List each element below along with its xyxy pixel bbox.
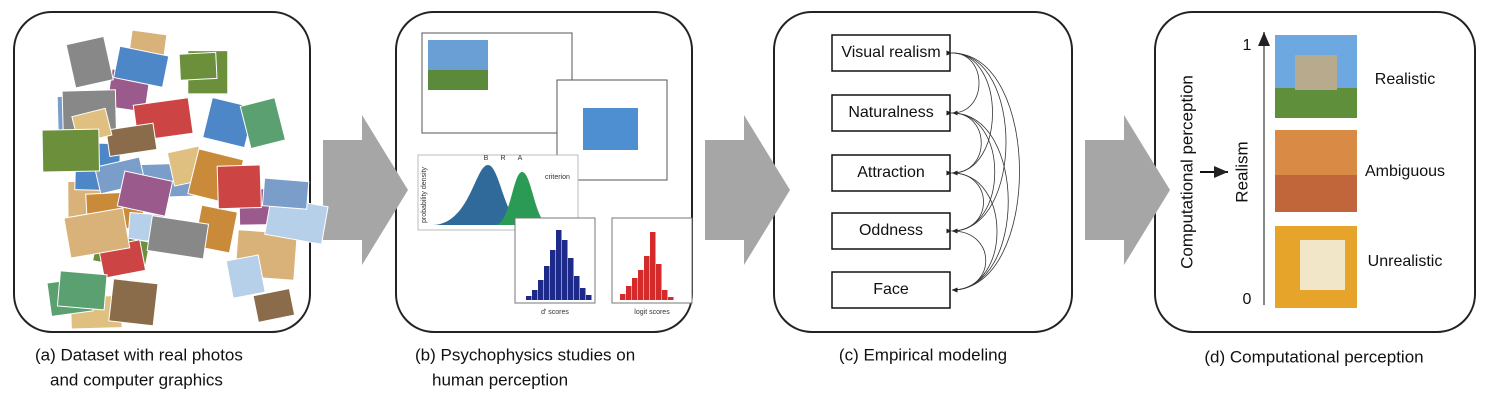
level-label: Unrealistic bbox=[1368, 253, 1443, 270]
factor-label: Visual realism bbox=[841, 44, 940, 61]
correlation-arc bbox=[946, 50, 980, 116]
collage-photo bbox=[261, 177, 310, 210]
histogram bbox=[620, 232, 674, 300]
collage-photo bbox=[225, 254, 266, 299]
factor-label: Face bbox=[873, 281, 909, 298]
axis-label: d' scores bbox=[541, 309, 569, 316]
histogram-bar bbox=[574, 276, 580, 300]
histogram bbox=[526, 230, 592, 300]
factor-box bbox=[831, 94, 951, 132]
histogram-bar bbox=[532, 290, 538, 300]
density-curve bbox=[495, 172, 550, 225]
histogram-bar bbox=[586, 295, 592, 300]
factor-box bbox=[831, 154, 951, 192]
example-image-part bbox=[1275, 88, 1357, 118]
histogram-bar bbox=[644, 256, 650, 300]
plot-label: B bbox=[484, 155, 489, 162]
collage-photo bbox=[105, 122, 158, 157]
histogram-bar bbox=[662, 290, 668, 300]
caption: (b) Psychophysics studies on bbox=[415, 345, 635, 364]
correlation-arc bbox=[946, 228, 986, 293]
histogram-bar bbox=[632, 278, 638, 300]
caption: (d) Computational perception bbox=[1204, 347, 1423, 366]
example-image-part bbox=[1295, 55, 1337, 90]
flow-arrow bbox=[705, 115, 790, 265]
factor-list: Visual realism Naturalness Attraction Oddne… bbox=[831, 34, 1020, 309]
collage-photo bbox=[216, 164, 262, 210]
histogram-bar bbox=[526, 296, 532, 300]
caption: and computer graphics bbox=[50, 370, 223, 389]
histogram-bar bbox=[638, 270, 644, 300]
histogram-bar bbox=[620, 294, 626, 300]
plot-label: A bbox=[518, 155, 523, 162]
level-label: Ambiguous bbox=[1365, 163, 1445, 180]
collage-photo bbox=[116, 170, 174, 217]
example-image-part bbox=[1300, 240, 1345, 290]
collage-photo bbox=[63, 207, 131, 259]
flow-arrow bbox=[323, 115, 408, 265]
survey-photo bbox=[583, 108, 638, 150]
histogram-bar bbox=[562, 240, 568, 300]
histogram-bar bbox=[656, 264, 662, 300]
histogram-bar bbox=[550, 250, 556, 300]
plot-label: criterion bbox=[545, 174, 570, 181]
histogram-bar bbox=[668, 297, 674, 300]
histogram-bar bbox=[544, 266, 550, 300]
factor-label: Oddness bbox=[859, 222, 923, 239]
side-label: Computational perception bbox=[1177, 75, 1196, 269]
caption: human perception bbox=[432, 370, 568, 389]
correlation-arc bbox=[946, 170, 984, 234]
example-image-part bbox=[1275, 175, 1357, 212]
histogram-bar bbox=[538, 280, 544, 300]
correlation-arc bbox=[946, 110, 982, 176]
histogram-bar bbox=[650, 232, 656, 300]
photo-collage bbox=[41, 29, 329, 330]
collage-photo bbox=[113, 45, 170, 88]
axis-tick: 1 bbox=[1243, 37, 1252, 54]
collage-photo bbox=[146, 215, 210, 260]
caption: (c) Empirical modeling bbox=[839, 345, 1007, 364]
collage-photo bbox=[252, 287, 296, 323]
histogram-bar bbox=[556, 230, 562, 300]
survey-photo-ground bbox=[428, 70, 488, 90]
plot-label: R bbox=[500, 155, 505, 162]
histogram-bar bbox=[568, 258, 574, 300]
factor-label: Attraction bbox=[857, 164, 925, 181]
histogram-bar bbox=[580, 288, 586, 300]
collage-photo bbox=[239, 97, 287, 150]
correlation-arc bbox=[946, 50, 1020, 293]
caption: (a) Dataset with real photos bbox=[35, 345, 243, 364]
factor-label: Naturalness bbox=[848, 104, 933, 121]
axis-label: probability density bbox=[421, 166, 428, 223]
collage-photo bbox=[65, 35, 114, 89]
axis-label: logit scores bbox=[634, 309, 670, 316]
axis-tick: 0 bbox=[1243, 291, 1252, 308]
collage-photo bbox=[41, 128, 100, 173]
flow-arrow bbox=[1085, 115, 1170, 265]
collage-photo bbox=[56, 270, 108, 311]
collage-photo bbox=[178, 51, 218, 81]
histogram-bar bbox=[626, 286, 632, 300]
axis-label: Realism bbox=[1232, 141, 1251, 202]
level-label: Realistic bbox=[1375, 71, 1435, 88]
density-curve bbox=[432, 165, 525, 225]
collage-photo bbox=[108, 278, 159, 327]
